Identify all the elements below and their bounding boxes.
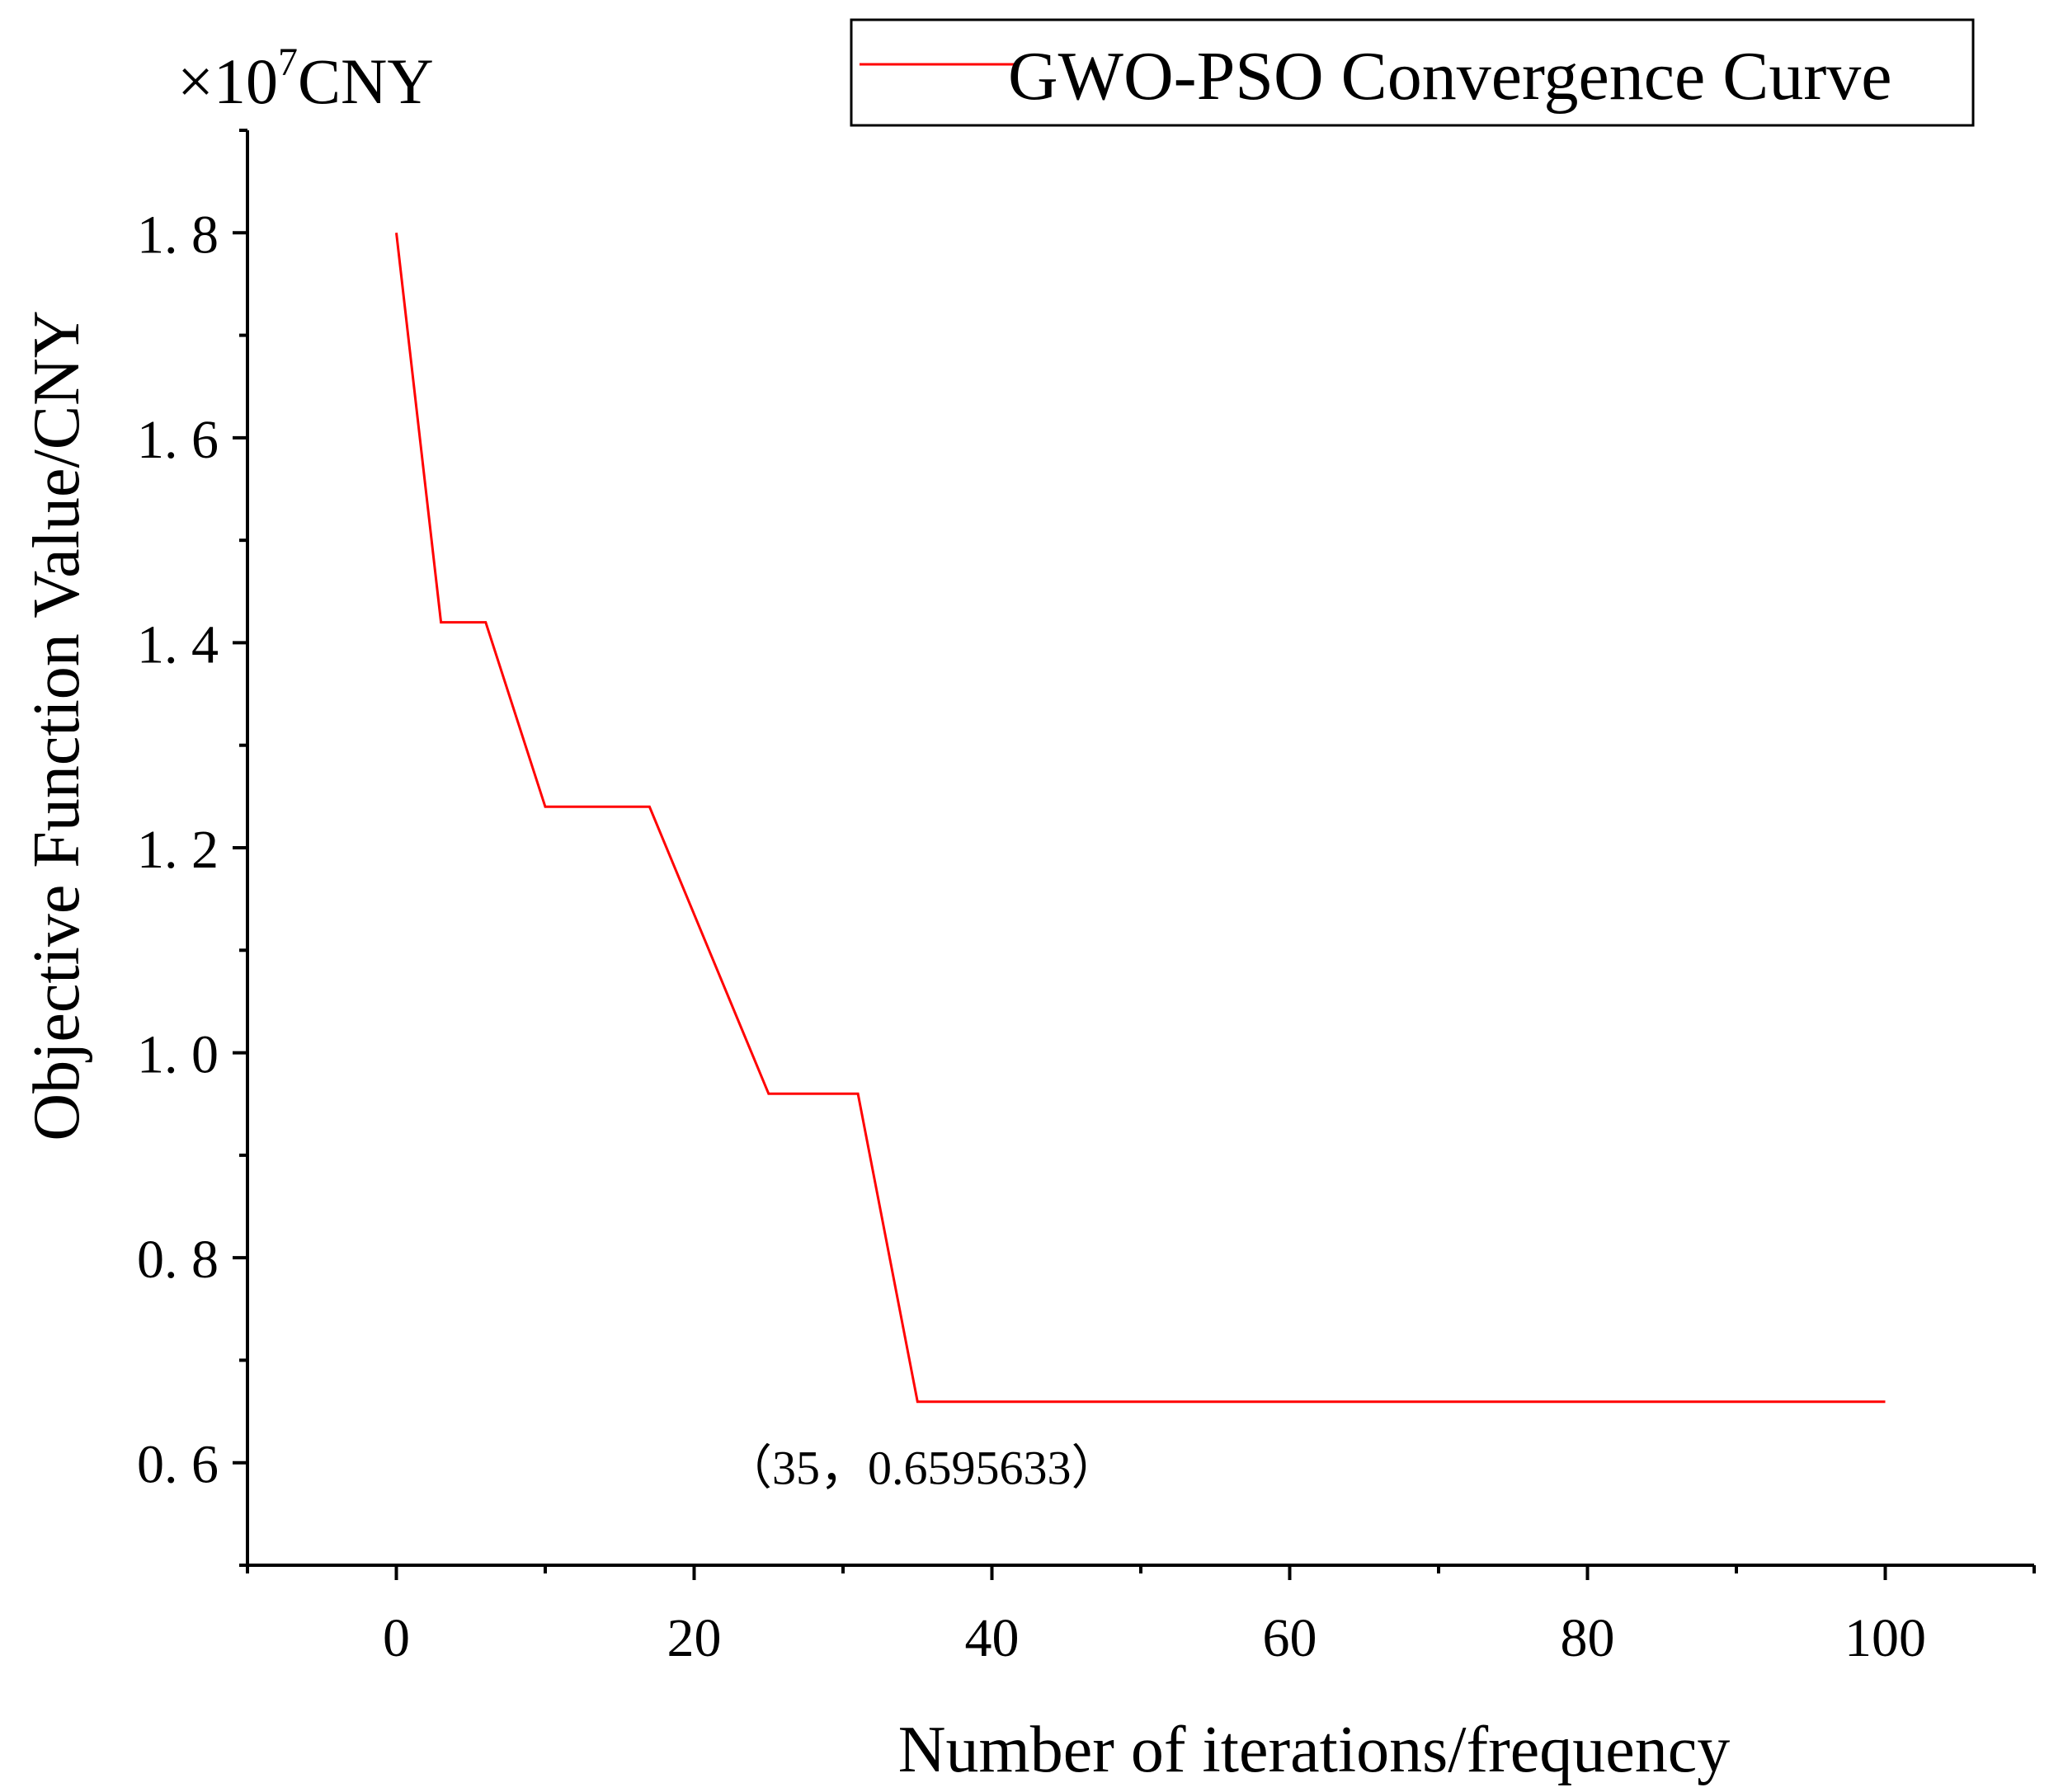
plot-area: （35，0.6595633）	[395, 233, 1886, 1495]
y-tick-label: 0. 8	[137, 1230, 219, 1290]
legend-label: GWO-PSO Convergence Curve	[1008, 38, 1892, 115]
multiplier-prefix: ×10	[177, 45, 278, 117]
x-tick-label: 60	[1263, 1608, 1317, 1668]
x-tick-label: 100	[1844, 1608, 1926, 1668]
legend-box	[850, 18, 1975, 127]
y-tick-label: 1. 6	[137, 410, 219, 470]
x-axis-label: Number of iterations/frequency	[898, 1714, 1731, 1786]
multiplier-exponent: 7	[278, 40, 298, 84]
y-tick-label: 1. 4	[137, 614, 219, 675]
y-tick-label: 1. 0	[137, 1025, 219, 1085]
axes	[246, 130, 2034, 1567]
x-tick-label: 0	[383, 1608, 410, 1668]
ticks-group: 0. 6 0. 8 1. 0 1. 2 1. 4 1. 6 1. 8 0 20 40 60 80 100	[137, 129, 2036, 1668]
multiplier-unit: CNY	[298, 45, 434, 117]
legend: GWO-PSO Convergence Curve	[850, 18, 1975, 127]
y-tick-label: 1. 8	[137, 205, 219, 265]
annotation-label: （35，0.6595633）	[724, 1442, 1119, 1495]
y-axis-label: Objective Function Value/CNY	[21, 310, 93, 1141]
x-tick-label: 80	[1561, 1608, 1615, 1668]
y-tick-label: 0. 6	[137, 1435, 219, 1495]
x-tick-label: 20	[667, 1608, 722, 1668]
y-axis-multiplier: ×107CNY	[177, 40, 434, 117]
series-line	[395, 233, 1886, 1404]
y-tick-label: 1. 2	[137, 820, 219, 880]
x-tick-label: 40	[965, 1608, 1020, 1668]
